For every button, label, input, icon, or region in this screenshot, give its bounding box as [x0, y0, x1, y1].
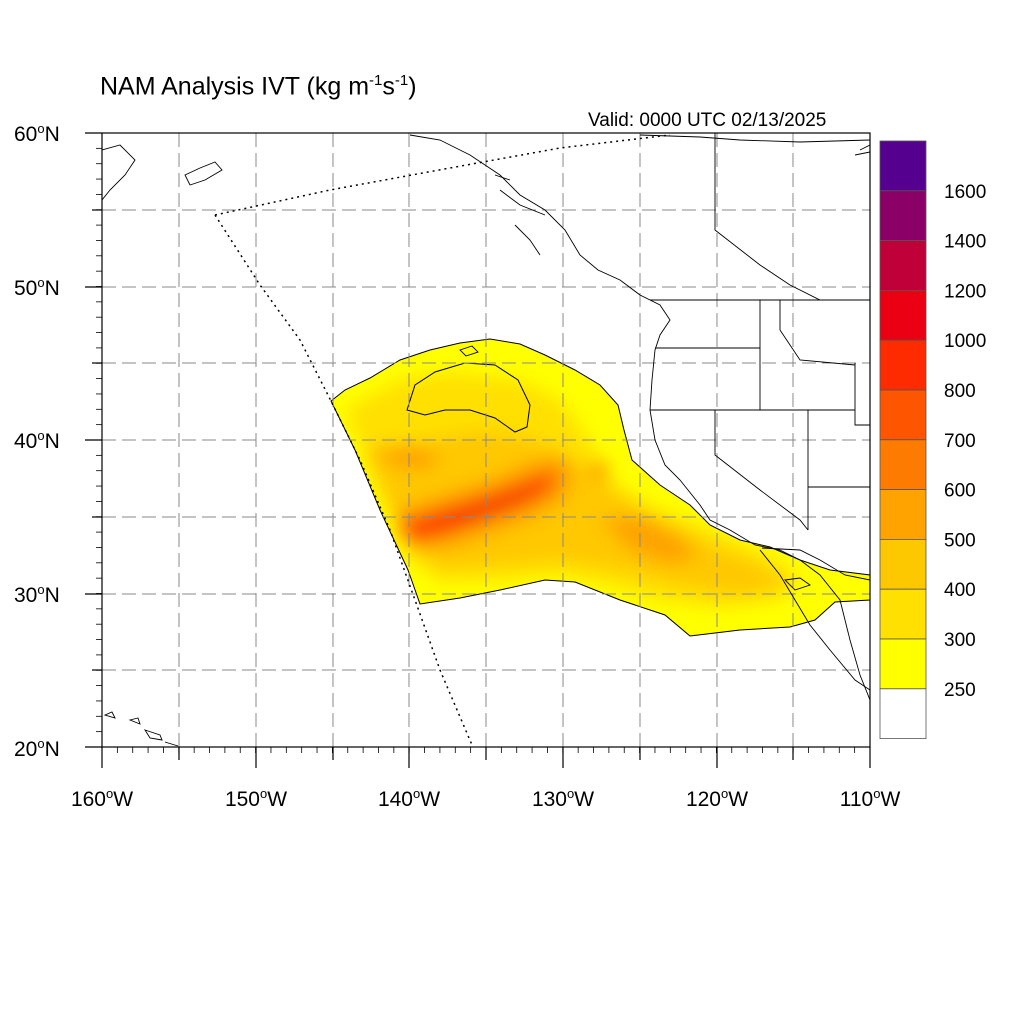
valid-time: Valid: 0000 UTC 02/13/2025 — [588, 110, 827, 131]
lon-label-140: 140oW — [378, 786, 440, 811]
colorbar-label: 800 — [944, 381, 976, 402]
model-domain-boundary — [214, 134, 671, 746]
colorbar-label: 700 — [944, 431, 976, 452]
colorbar-label: 1400 — [944, 232, 986, 253]
lon-label-120: 120oW — [686, 786, 748, 811]
colorbar-label: 1600 — [944, 182, 986, 203]
colorbar-swatch — [879, 688, 927, 739]
colorbar-swatch — [879, 240, 927, 291]
colorbar-swatch — [879, 140, 927, 192]
lon-label-130: 130oW — [532, 786, 594, 811]
colorbar-swatch — [879, 489, 927, 540]
colorbar: 1600 1400 1200 1000 800 700 600 500 400 300 250 — [879, 140, 986, 739]
coastlines — [102, 133, 870, 747]
lon-label-160: 160oW — [71, 786, 133, 811]
colorbar-label: 250 — [944, 680, 976, 701]
colorbar-swatch — [879, 588, 927, 640]
colorbar-label: 1200 — [944, 281, 986, 302]
graticule — [102, 133, 870, 747]
lat-label-20: 20oN — [14, 736, 60, 761]
colorbar-swatch — [879, 289, 927, 341]
colorbar-label: 500 — [944, 530, 976, 551]
lat-labels: 60oN 50oN 40oN 30oN 20oN — [14, 121, 60, 761]
colorbar-label: 600 — [944, 481, 976, 502]
lon-label-150: 150oW — [225, 786, 287, 811]
colorbar-swatch — [879, 439, 927, 490]
lat-label-30: 30oN — [14, 582, 60, 607]
lat-label-40: 40oN — [14, 428, 60, 453]
lat-label-60: 60oN — [14, 121, 60, 146]
lon-labels: 160oW 150oW 140oW 130oW 120oW 110oW — [71, 786, 901, 811]
colorbar-swatch — [879, 190, 927, 242]
colorbar-swatch — [879, 389, 927, 441]
colorbar-label: 300 — [944, 630, 976, 651]
lon-label-110: 110oW — [840, 786, 901, 811]
colorbar-label: 1000 — [944, 331, 986, 352]
map-title: NAM Analysis IVT (kg m-1s-1) — [100, 72, 417, 101]
lat-label-50: 50oN — [14, 275, 60, 300]
colorbar-swatch — [879, 638, 927, 690]
colorbar-swatch — [879, 339, 927, 391]
minor-ticks — [96, 132, 871, 753]
colorbar-swatch — [879, 539, 927, 590]
colorbar-label: 400 — [944, 580, 976, 601]
